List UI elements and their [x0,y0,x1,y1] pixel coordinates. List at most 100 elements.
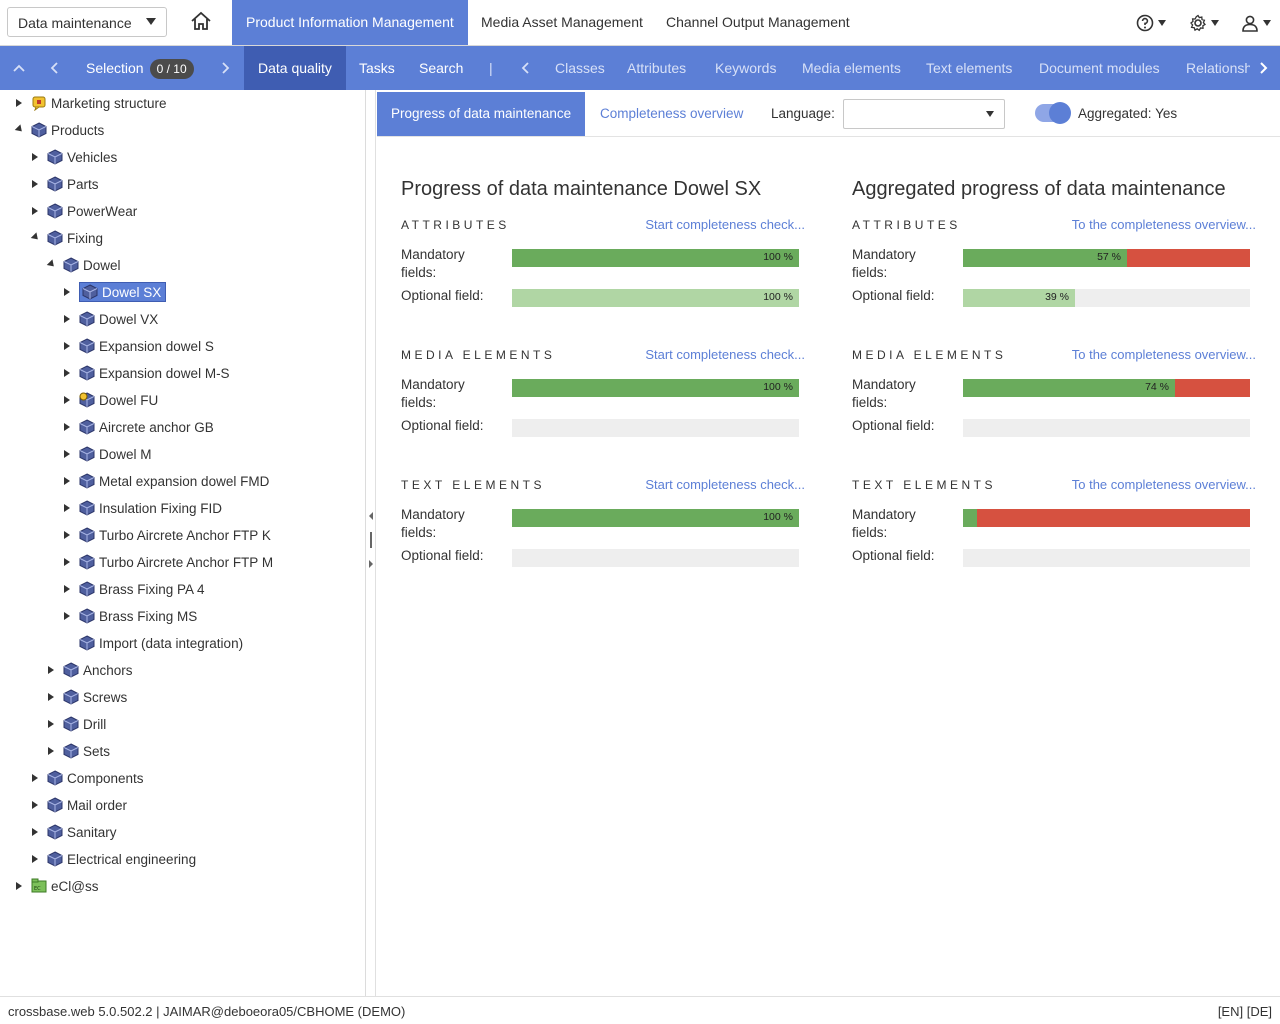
completeness-overview-link[interactable]: To the completeness overview... [1071,347,1256,362]
next-selection-icon[interactable] [214,46,238,90]
expand-icon[interactable] [29,205,41,217]
tree-node[interactable]: Turbo Aircrete Anchor FTP M [61,550,273,574]
start-completeness-check-link[interactable]: Start completeness check... [645,347,805,362]
tree-node[interactable]: Dowel SX [61,280,167,304]
splitter[interactable] [366,90,376,996]
tree-node[interactable]: Anchors [45,658,133,682]
expand-icon[interactable] [29,853,41,865]
expand-icon[interactable] [45,745,57,757]
tree-node[interactable]: Brass Fixing MS [61,604,197,628]
expand-icon[interactable] [61,475,73,487]
tree-node[interactable]: Dowel [45,253,121,277]
tree-node[interactable]: Aircrete anchor GB [61,415,214,439]
tree-node[interactable]: Components [29,766,144,790]
expand-icon[interactable] [61,286,73,298]
selection-indicator[interactable]: Selection 0 / 10 [86,46,194,90]
settings-menu[interactable] [1189,12,1219,34]
tree-node[interactable]: Brass Fixing PA 4 [61,577,205,601]
tab-completeness-overview[interactable]: Completeness overview [600,106,744,121]
completeness-overview-link[interactable]: To the completeness overview... [1071,477,1256,492]
tree-node[interactable]: Drill [45,712,106,736]
help-menu[interactable] [1136,12,1166,34]
home-icon[interactable] [190,11,214,33]
user-menu[interactable] [1241,12,1271,34]
expand-icon[interactable] [61,583,73,595]
expand-icon[interactable] [13,880,25,892]
expand-icon[interactable] [61,448,73,460]
completeness-overview-link[interactable]: To the completeness overview... [1071,217,1256,232]
tree-node[interactable]: Metal expansion dowel FMD [61,469,269,493]
expand-icon[interactable] [45,664,57,676]
nav-classes[interactable]: Classes [555,60,605,76]
nav-relationships[interactable]: Relationsh [1186,60,1250,76]
expand-icon[interactable] [61,367,73,379]
collapse-up-icon[interactable] [7,46,31,90]
start-completeness-check-link[interactable]: Start completeness check... [645,217,805,232]
nav-keywords[interactable]: Keywords [715,60,777,76]
collapse-icon[interactable] [45,259,57,271]
language-switch[interactable]: [EN] [DE] [1217,1004,1272,1019]
scroll-left-icon[interactable] [513,46,537,90]
tree-node[interactable]: Dowel FU [61,388,158,412]
tree-node[interactable]: Fixing [29,226,103,250]
expand-icon[interactable] [29,826,41,838]
chevron-down-icon [1263,20,1271,26]
tree-node[interactable]: Sets [45,739,110,763]
tab-progress-of-data-maintenance[interactable]: Progress of data maintenance [377,92,586,136]
tree-node[interactable]: Electrical engineering [29,847,196,871]
expand-icon[interactable] [61,340,73,352]
nav-search[interactable]: Search [419,60,464,76]
tab-channel-output-management[interactable]: Channel Output Management [666,14,850,30]
nav-media-elements[interactable]: Media elements [802,60,901,76]
tree-node[interactable]: Screws [45,685,127,709]
expand-icon[interactable] [29,178,41,190]
tree-node[interactable]: Marketing structure [13,91,167,115]
expand-icon[interactable] [61,529,73,541]
expand-icon[interactable] [61,610,73,622]
expand-icon[interactable] [45,691,57,703]
tree-node[interactable]: Dowel VX [61,307,158,331]
nav-tasks[interactable]: Tasks [359,60,395,76]
language-select[interactable] [843,99,1005,129]
aggregated-toggle[interactable] [1035,102,1071,124]
tree-node[interactable]: Insulation Fixing FID [61,496,222,520]
tree-node[interactable]: Expansion dowel S [61,334,214,358]
tree-node[interactable]: Expansion dowel M-S [61,361,230,385]
previous-selection-icon[interactable] [42,46,66,90]
module-select[interactable]: Data maintenance [7,7,167,37]
product-group-icon [47,230,63,246]
nav-bar: Selection 0 / 10 Data quality Tasks Searc… [0,46,1280,90]
expand-icon[interactable] [61,394,73,406]
tree-node[interactable]: Import (data integration) [61,631,243,655]
progress-percent: 74 % [1145,381,1169,393]
tree-node[interactable]: Products [13,118,104,142]
tree-node[interactable]: Vehicles [29,145,117,169]
scroll-right-icon[interactable] [1252,46,1276,90]
nav-data-quality[interactable]: Data quality [244,46,346,90]
tab-media-asset-management[interactable]: Media Asset Management [481,14,643,30]
expand-icon[interactable] [13,97,25,109]
collapse-icon[interactable] [13,124,25,136]
expand-icon[interactable] [29,772,41,784]
expand-icon[interactable] [29,151,41,163]
tree-node[interactable]: Turbo Aircrete Anchor FTP K [61,523,271,547]
expand-icon[interactable] [45,718,57,730]
tab-product-information-management[interactable]: Product Information Management [232,0,468,45]
expand-icon[interactable] [61,556,73,568]
tree-node[interactable]: Dowel M [61,442,152,466]
tree-node[interactable]: EC eCl@ss [13,874,98,898]
tree-node[interactable]: PowerWear [29,199,137,223]
expand-icon[interactable] [29,799,41,811]
progress-fill [512,249,799,267]
start-completeness-check-link[interactable]: Start completeness check... [645,477,805,492]
expand-icon[interactable] [61,421,73,433]
expand-icon[interactable] [61,313,73,325]
tree-node[interactable]: Mail order [29,793,127,817]
tree-node[interactable]: Sanitary [29,820,117,844]
nav-attributes[interactable]: Attributes [627,60,687,76]
nav-text-elements[interactable]: Text elements [926,60,1013,76]
nav-document-modules[interactable]: Document modules [1039,60,1160,76]
tree-node[interactable]: Parts [29,172,99,196]
collapse-icon[interactable] [29,232,41,244]
expand-icon[interactable] [61,502,73,514]
